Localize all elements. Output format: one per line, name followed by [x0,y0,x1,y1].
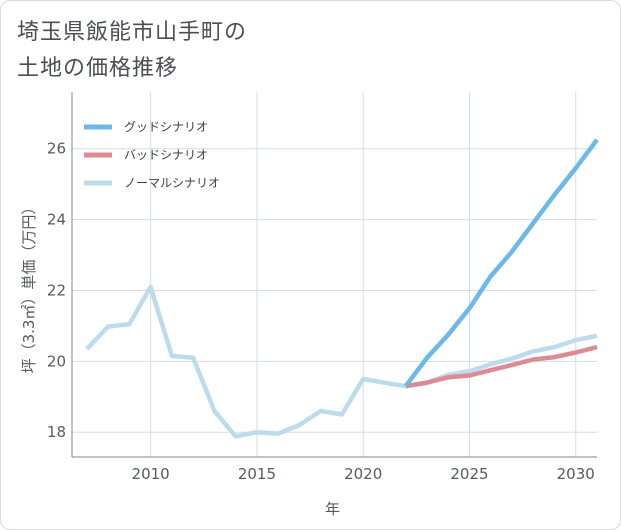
y-tick-label: 18 [47,423,66,441]
series-line-2 [85,284,598,439]
y-axis-label: 坪（3.3㎡）単価（万円） [20,200,38,374]
chart-title: 埼玉県飯能市山手町の 土地の価格推移 [17,15,377,87]
y-tick-label: 20 [47,352,66,370]
y-tick-label: 26 [47,140,66,158]
x-tick-label: 2025 [450,465,488,483]
legend-label-2: ノーマルシナリオ [124,176,220,190]
x-tick-label: 2020 [344,465,382,483]
y-tick-label: 22 [47,281,66,299]
legend-label-1: バッドシナリオ [124,148,208,162]
series-line-1 [405,344,598,389]
x-tick-label: 2030 [557,465,595,483]
legend-label-0: グッドシナリオ [124,120,208,134]
title-line-1: 埼玉県飯能市山手町の [17,20,248,45]
x-tick-label: 2015 [238,465,276,483]
x-tick-label: 2010 [132,465,170,483]
series-line-0 [403,138,599,388]
x-axis-label: 年 [325,500,340,518]
title-line-2: 土地の価格推移 [17,56,179,81]
y-tick-label: 24 [47,211,66,229]
